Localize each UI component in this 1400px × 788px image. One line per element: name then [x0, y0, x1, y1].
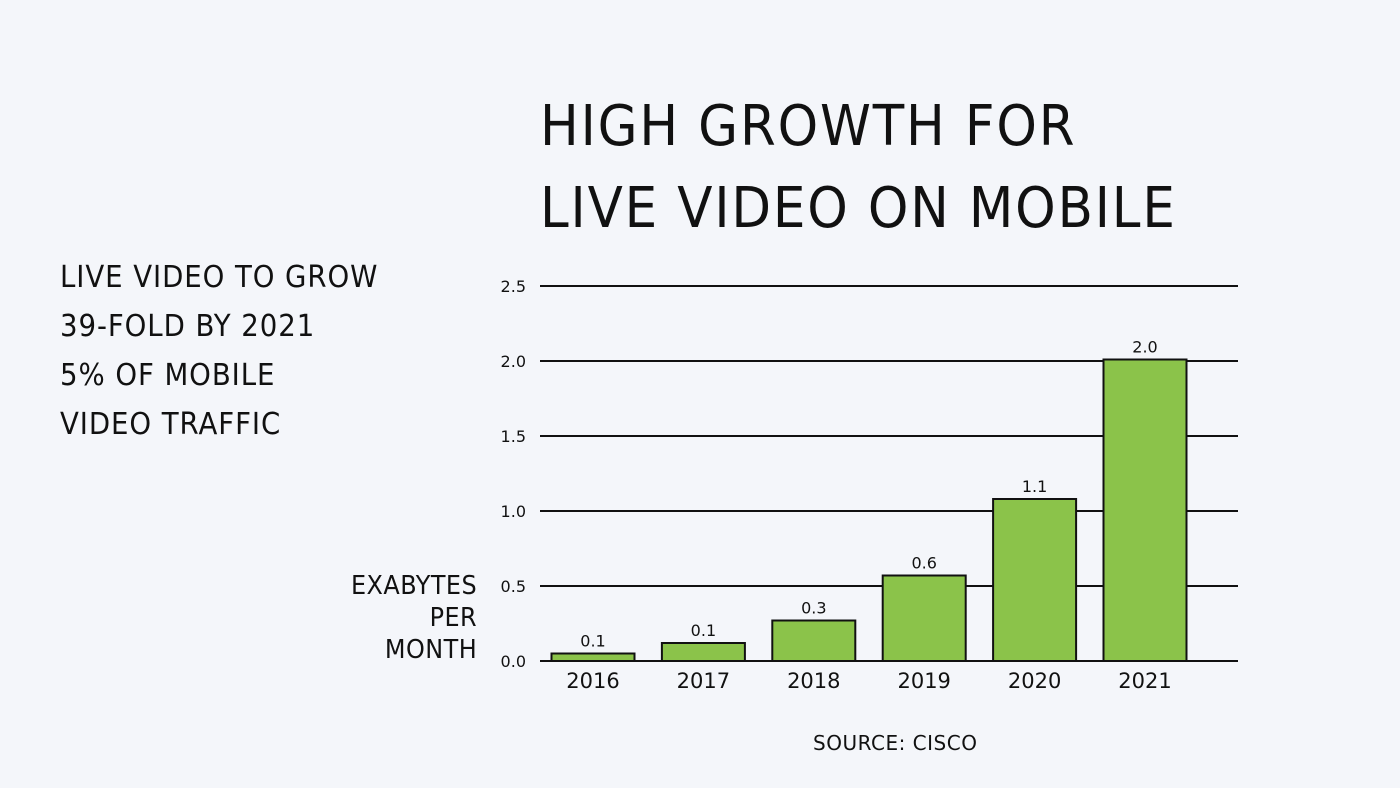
x-tick-label: 2021 [1118, 669, 1171, 693]
fact-line-4: VIDEO TRAFFIC [60, 407, 282, 442]
y-axis-label-line-3: MONTH [384, 635, 477, 665]
fact-line-3: 5% OF MOBILE [60, 358, 276, 393]
y-tick-label: 2.0 [501, 352, 526, 371]
x-tick-label: 2018 [787, 669, 840, 693]
x-tick-label: 2016 [566, 669, 619, 693]
y-tick-label: 2.5 [501, 277, 526, 296]
y-axis-label-line-2: PER [429, 603, 477, 633]
x-tick-label: 2019 [897, 669, 950, 693]
title-line-1: HIGH GROWTH FOR [540, 94, 1077, 159]
y-axis-label-line-1: EXABYTES [350, 571, 477, 601]
data-label: 0.1 [691, 621, 716, 640]
bar [550, 652, 636, 662]
y-axis-label: EXABYTES PER MONTH [351, 570, 477, 666]
bar [771, 619, 857, 662]
data-label: 1.1 [1022, 477, 1047, 496]
bar [992, 498, 1078, 662]
y-tick-label: 1.0 [501, 502, 526, 521]
fact-line-2: 39-FOLD BY 2021 [60, 309, 316, 344]
title-line-2: LIVE VIDEO ON MOBILE [540, 176, 1177, 241]
y-tick-label: 0.0 [501, 652, 526, 671]
y-tick-label: 1.5 [501, 427, 526, 446]
y-tick-label: 0.5 [501, 577, 526, 596]
x-tick-label: 2017 [677, 669, 730, 693]
chart-title: HIGH GROWTH FOR LIVE VIDEO ON MOBILE [540, 86, 1177, 250]
fact-line-1: LIVE VIDEO TO GROW [60, 260, 379, 295]
data-label: 0.6 [911, 554, 936, 573]
data-label: 2.0 [1132, 338, 1157, 357]
source-note: SOURCE: CISCO [813, 731, 978, 755]
bar [660, 642, 746, 662]
bar [881, 574, 967, 662]
bar [1102, 358, 1188, 662]
x-tick-label: 2020 [1008, 669, 1061, 693]
key-facts: LIVE VIDEO TO GROW 39-FOLD BY 2021 5% OF… [60, 253, 378, 449]
data-label: 0.3 [801, 599, 826, 618]
data-label: 0.1 [580, 632, 605, 651]
